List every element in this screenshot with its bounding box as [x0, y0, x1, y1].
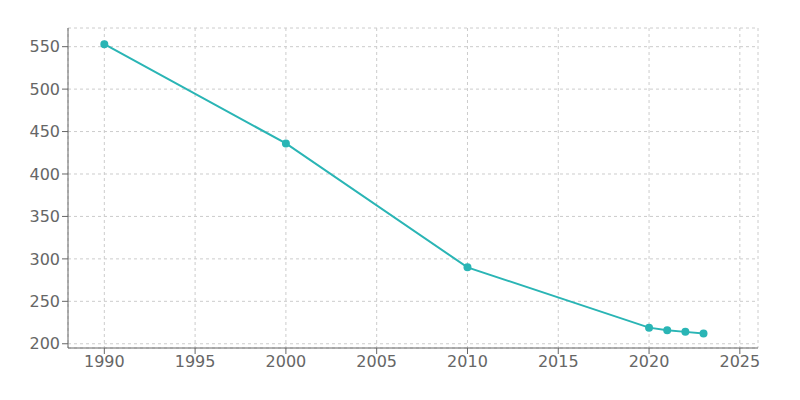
svg-text:200: 200: [29, 334, 60, 353]
svg-text:2005: 2005: [356, 352, 397, 371]
svg-text:2025: 2025: [719, 352, 760, 371]
svg-text:2015: 2015: [538, 352, 579, 371]
svg-text:2020: 2020: [629, 352, 670, 371]
svg-text:450: 450: [29, 122, 60, 141]
svg-text:1990: 1990: [84, 352, 125, 371]
svg-text:400: 400: [29, 165, 60, 184]
svg-text:1995: 1995: [175, 352, 216, 371]
svg-text:500: 500: [29, 80, 60, 99]
svg-text:2000: 2000: [266, 352, 307, 371]
svg-text:2010: 2010: [447, 352, 488, 371]
svg-text:550: 550: [29, 37, 60, 56]
svg-text:350: 350: [29, 207, 60, 226]
svg-text:250: 250: [29, 292, 60, 311]
svg-text:300: 300: [29, 250, 60, 269]
